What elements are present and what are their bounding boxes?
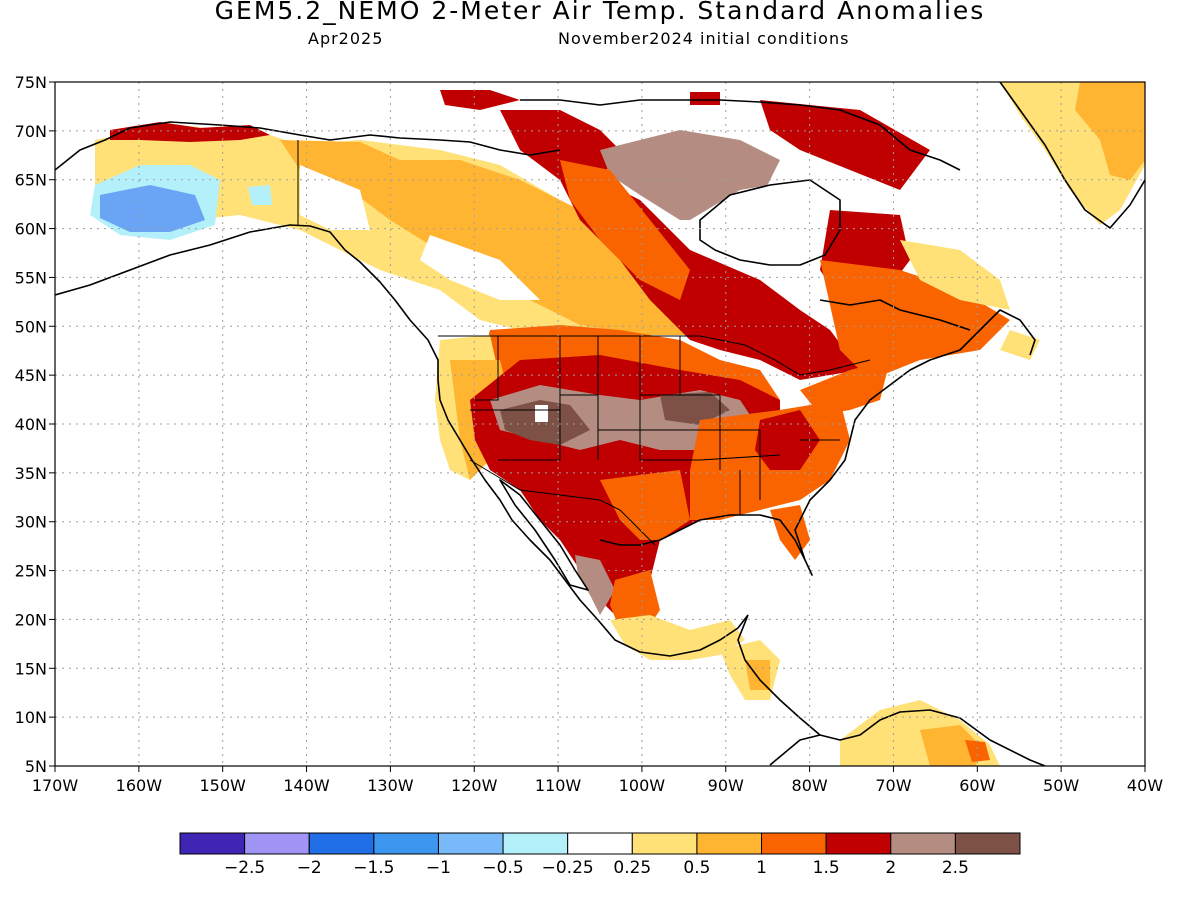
colorbar-label: 0.5 bbox=[683, 858, 710, 878]
lat-tick-label: 15N bbox=[15, 659, 47, 678]
lon-tick-label: 150W bbox=[200, 776, 247, 795]
lat-tick-label: 35N bbox=[15, 464, 47, 483]
anomaly-region-hudson-bay-white bbox=[690, 180, 840, 270]
lat-tick-label: 20N bbox=[15, 610, 47, 629]
anomaly-region-mexico-yellow bbox=[610, 615, 745, 660]
colorbar-swatch bbox=[890, 832, 956, 855]
colorbar-swatch bbox=[437, 832, 504, 855]
anomaly-region-greenland-orange bbox=[1075, 82, 1145, 180]
lat-tick-label: 60N bbox=[15, 220, 47, 239]
lon-tick-label: 50W bbox=[1043, 776, 1079, 795]
lon-tick-label: 70W bbox=[875, 776, 911, 795]
lat-tick-label: 25N bbox=[15, 562, 47, 581]
lon-tick-label: 130W bbox=[367, 776, 414, 795]
lon-tick-label: 90W bbox=[708, 776, 744, 795]
lat-tick-label: 40N bbox=[15, 415, 47, 434]
colorbar-label: −2.5 bbox=[224, 858, 265, 878]
colorbar-swatch bbox=[179, 832, 246, 855]
map-title: GEM5.2_NEMO 2-Meter Air Temp. Standard A… bbox=[214, 0, 986, 25]
colorbar-swatch bbox=[502, 832, 569, 855]
colorbar-label: 2 bbox=[885, 858, 896, 878]
lon-tick-label: 60W bbox=[959, 776, 995, 795]
colorbar-label: −1.5 bbox=[353, 858, 394, 878]
lon-tick-label: 100W bbox=[619, 776, 666, 795]
lat-tick-label: 50N bbox=[15, 317, 47, 336]
colorbar-swatch bbox=[631, 832, 698, 855]
anomaly-region-labrador-yellow bbox=[900, 240, 1040, 360]
lat-tick-label: 5N bbox=[25, 757, 47, 776]
anomaly-region-yukon-orange bbox=[280, 140, 700, 335]
colorbar-swatch bbox=[696, 832, 763, 855]
forecast-month: Apr2025 bbox=[308, 29, 384, 48]
anomaly-region-utah-white bbox=[535, 405, 548, 422]
political-boundaries bbox=[297, 140, 871, 546]
lat-tick-label: 10N bbox=[15, 708, 47, 727]
colorbar-label: −2 bbox=[297, 858, 322, 878]
anomaly-region-great-basin-dark bbox=[500, 392, 730, 445]
colorbar-swatch bbox=[567, 832, 633, 855]
lon-tick-label: 80W bbox=[792, 776, 828, 795]
colorbar-swatch bbox=[761, 832, 827, 855]
colorbar: −2.5 −2 −1.5 −1 −0.5 −0.25 0.25 0.5 1 1.5 2 2.5 bbox=[179, 832, 1021, 878]
anomaly-region-carolinas-red bbox=[755, 410, 820, 470]
lon-tick-label: 140W bbox=[283, 776, 330, 795]
colorbar-label: −0.5 bbox=[482, 858, 523, 878]
lon-tick-label: 120W bbox=[451, 776, 498, 795]
lon-tick-label: 40W bbox=[1127, 776, 1163, 795]
lat-tick-label: 30N bbox=[15, 513, 47, 532]
anomaly-region-south-america-red bbox=[965, 740, 990, 762]
anomaly-region-northeast-orange bbox=[800, 360, 890, 415]
colorbar-swatch bbox=[308, 832, 375, 855]
anomaly-region-yukon-cool bbox=[248, 185, 272, 205]
anomaly-region-canada-white bbox=[300, 165, 540, 300]
lat-tick-label: 65N bbox=[15, 171, 47, 190]
anomaly-region-mexico-brown bbox=[575, 555, 615, 615]
lat-tick-label: 75N bbox=[15, 73, 47, 92]
anomaly-region-south-america-orange bbox=[920, 725, 985, 766]
colorbar-swatch bbox=[373, 832, 439, 855]
lat-tick-label: 45N bbox=[15, 366, 47, 385]
colorbar-label: 0.25 bbox=[613, 858, 651, 878]
latitude-axis: 75N 70N 65N 60N 55N 50N 45N 40N 35N 30N 25N 20N 15N 1… bbox=[15, 73, 55, 776]
anomaly-region-arctic-orange bbox=[560, 160, 690, 300]
initial-conditions-label: November2024 initial conditions bbox=[558, 29, 850, 48]
graticule bbox=[55, 82, 1145, 766]
anomaly-region-gulf-orange bbox=[600, 470, 690, 540]
anomaly-region-arctic-red-north bbox=[440, 90, 930, 190]
longitude-axis: 170W 160W 150W 140W 130W 120W 110W 100W 90W 80W 70… bbox=[32, 766, 1163, 795]
colorbar-label: 1.5 bbox=[813, 858, 840, 878]
anomaly-region-labrador-orange bbox=[820, 260, 1010, 380]
colorbar-swatch bbox=[825, 832, 892, 855]
colorbar-label: −1 bbox=[426, 858, 451, 878]
lat-tick-label: 70N bbox=[15, 122, 47, 141]
lon-tick-label: 170W bbox=[32, 776, 79, 795]
colorbar-swatch bbox=[244, 832, 310, 855]
anomaly-region-alaska-cool-strong bbox=[100, 185, 205, 232]
colorbar-label: 2.5 bbox=[942, 858, 969, 878]
colorbar-label: 1 bbox=[756, 858, 767, 878]
colorbar-label: −0.25 bbox=[542, 858, 594, 878]
lon-tick-label: 160W bbox=[116, 776, 163, 795]
lon-tick-label: 110W bbox=[535, 776, 582, 795]
coastlines bbox=[55, 82, 1145, 766]
lat-tick-label: 55N bbox=[15, 268, 47, 287]
colorbar-swatch bbox=[954, 832, 1021, 855]
anomaly-region-alaska-north-red bbox=[110, 122, 270, 142]
